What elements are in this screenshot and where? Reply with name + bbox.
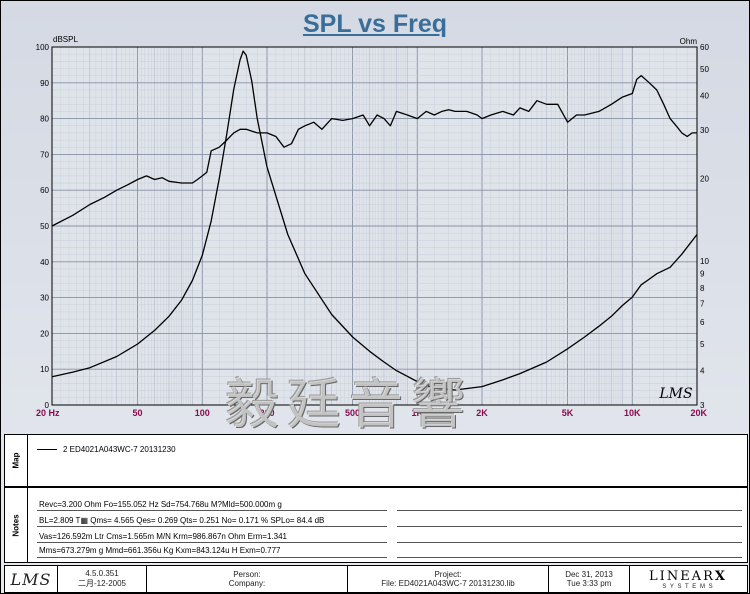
footer-bar: LMS 4.5.0.351 二月-12-2005 Person: Company… (4, 565, 748, 593)
file-label: File: ED4021A043WC-7 20131230.lib (381, 579, 515, 588)
y-right-tick-label: 30 (700, 126, 709, 135)
spl-series-line (51, 74, 697, 227)
notes-panel: Notes Revc=3.200 Ohm Fo=155.052 Hz Sd=75… (4, 487, 748, 563)
brand-main: LINEAR (649, 568, 715, 584)
notes-label: Notes (5, 488, 28, 562)
legend-entry-text: 2 ED4021A043WC-7 20131230 (63, 445, 176, 454)
y-right-tick-label: 20 (700, 174, 709, 183)
x-tick-label: 5K (562, 408, 574, 418)
y-left-tick-label: 40 (40, 258, 49, 267)
impedance-series-line (51, 50, 698, 391)
watermark: 毅廷音響 (225, 373, 473, 436)
footer-project-cell: Project: File: ED4021A043WC-7 20131230.l… (348, 566, 549, 592)
legend-entry[interactable]: 2 ED4021A043WC-7 20131230 (37, 445, 176, 454)
x-tick-label: 10K (624, 408, 641, 418)
footer-person-cell: Person: Company: (147, 566, 348, 592)
y-right-tick-label: 4 (700, 367, 705, 376)
person-label: Person: (233, 570, 261, 579)
y-left-tick-label: 90 (40, 79, 49, 88)
save-time: Tue 3:33 pm (566, 579, 612, 588)
x-tick-label: 500 (345, 408, 360, 418)
y-left-tick-label: 70 (40, 150, 49, 159)
series-layer (51, 50, 698, 391)
y-right-tick-label: 7 (700, 300, 705, 309)
legend-line-swatch (37, 449, 57, 450)
brand-sub: S Y S T E M S (662, 583, 714, 590)
x-tick-label: 20 Hz (36, 408, 60, 418)
lms-logo: LMS (10, 569, 52, 589)
spl-chart: 20 Hz 50 100 200 500 1K 2K 5K 10K 20K 0 10 20 30 40 50 6… (36, 35, 710, 418)
y-left-tick-label: 30 (40, 294, 49, 303)
y-left-tick-label: 0 (45, 401, 50, 410)
save-date: Dec 31, 2013 (565, 570, 613, 579)
lms-chart-logo: LMS (658, 386, 692, 402)
footer-logo-cell: LMS (5, 566, 58, 592)
version-date: 二月-12-2005 (77, 579, 127, 588)
notes-line-1: Revc=3.200 Ohm Fo=155.052 Hz Sd=754.768u… (39, 500, 282, 509)
notes-line-4: Mms=673.279m g Mmd=661.356u Kg Kxm=843.1… (39, 546, 281, 555)
footer-version-cell: 4.5.0.351 二月-12-2005 (58, 566, 147, 592)
version-text: 4.5.0.351 (85, 569, 119, 578)
map-panel: Map 2 ED4021A043WC-7 20131230 (4, 434, 748, 487)
x-tick-label: 50 (133, 408, 143, 418)
brand-x: X (714, 568, 727, 584)
y-left-tick-label: 60 (40, 186, 49, 195)
y-left-tick-label: 50 (40, 222, 49, 231)
notes-line-2: BL=2.809 T▦ Qms= 4.565 Qes= 0.269 Qts= 0… (39, 516, 325, 525)
x-tick-label: 2K (476, 408, 488, 418)
y-left-tick-label: 20 (40, 329, 49, 338)
map-label: Map (5, 435, 28, 486)
y-right-label: Ohm (680, 37, 698, 46)
notes-line-3: Vas=126.592m Ltr Cms=1.565m M/N Krm=986.… (39, 532, 287, 541)
chart-title: SPL vs Freq (302, 10, 448, 38)
y-right-tick-label: 6 (700, 318, 705, 327)
y-right-tick-label: 60 (700, 43, 709, 52)
y-left-tick-label: 100 (36, 43, 50, 52)
axis-layer: 20 Hz 50 100 200 500 1K 2K 5K 10K 20K 0 10 20 30 40 50 6… (36, 43, 710, 418)
x-tick-label: 20K (690, 408, 707, 418)
y-right-tick-label: 10 (700, 257, 709, 266)
y-left-label: dBSPL (53, 35, 78, 44)
y-left-tick-label: 10 (40, 365, 49, 374)
y-right-tick-label: 40 (700, 91, 709, 100)
y-left-tick-label: 80 (40, 115, 49, 124)
grid-layer (51, 46, 698, 406)
footer-brand-cell: LINEARX S Y S T E M S (630, 566, 746, 592)
company-label: Company: (228, 579, 266, 588)
y-right-tick-label: 50 (700, 65, 709, 74)
x-tick-label: 100 (195, 408, 210, 418)
x-tick-label: 200 (259, 408, 274, 418)
y-right-tick-label: 9 (700, 270, 705, 279)
project-label: Project: (434, 570, 462, 579)
y-right-tick-label: 8 (700, 284, 705, 293)
footer-date-cell: Dec 31, 2013 Tue 3:33 pm (549, 566, 630, 592)
x-tick-label: 1K (412, 408, 424, 418)
y-right-tick-label: 3 (700, 401, 705, 410)
y-right-tick-label: 5 (700, 340, 705, 349)
